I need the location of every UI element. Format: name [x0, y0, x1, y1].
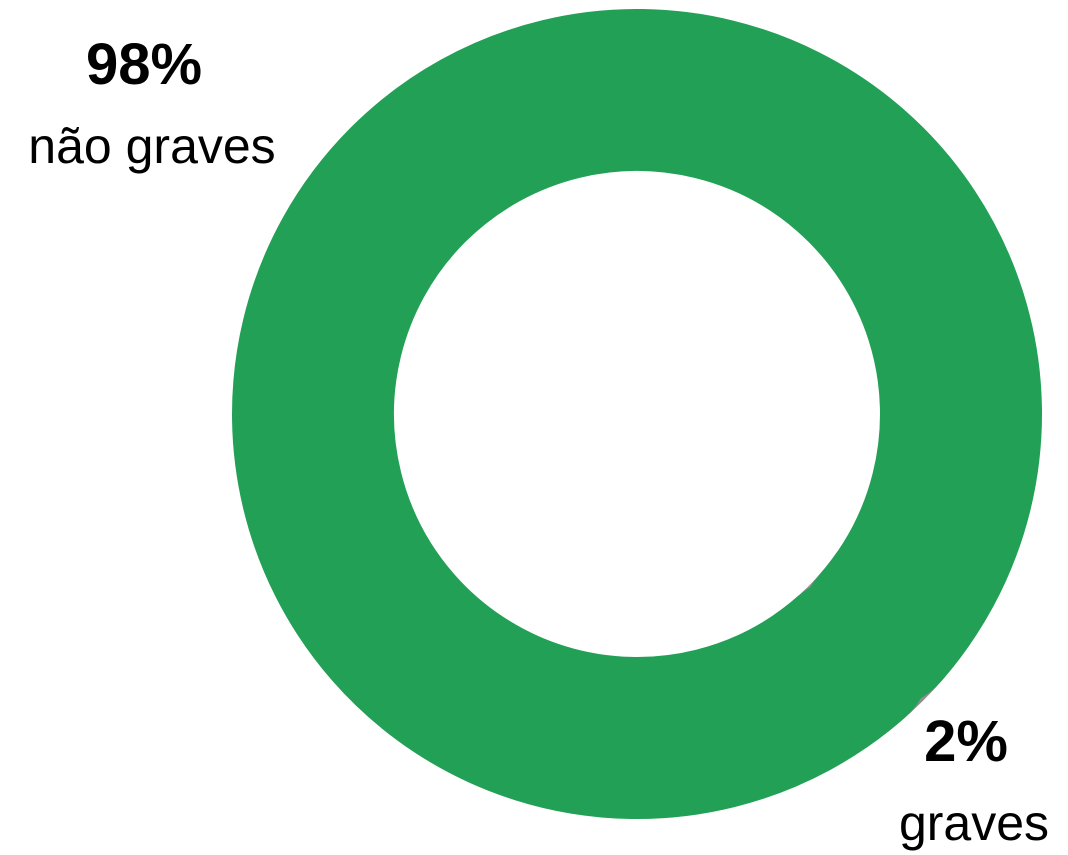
slice-nao-graves	[232, 9, 1042, 819]
donut-labels: 98% não graves 2% graves	[28, 32, 1049, 851]
slice-graves-value-label: 2%	[924, 709, 1008, 774]
slice-nao-graves-name-label: não graves	[28, 118, 275, 174]
donut-slices	[232, 9, 1042, 819]
slice-graves-name-label: graves	[899, 795, 1049, 851]
slice-nao-graves-value-label: 98%	[86, 32, 202, 97]
